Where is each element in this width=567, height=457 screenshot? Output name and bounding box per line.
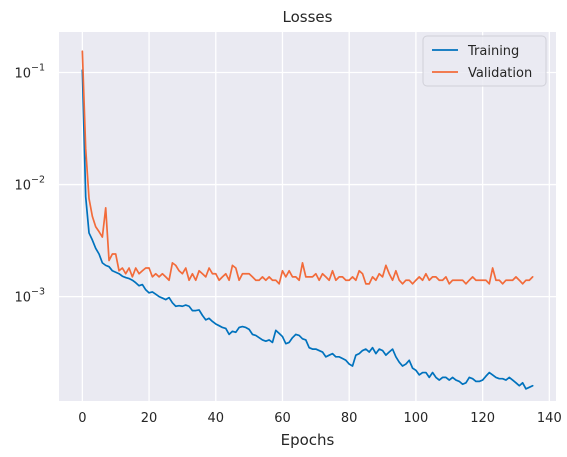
x-tick-label: 140 bbox=[537, 411, 562, 426]
series-line-training bbox=[81, 69, 534, 390]
x-tick-label: 80 bbox=[341, 411, 358, 426]
y-tick-exponent: −2 bbox=[31, 175, 45, 186]
y-tick-label: 10−2 bbox=[14, 175, 45, 194]
x-tick-label: 40 bbox=[207, 411, 224, 426]
y-tick-exponent: −3 bbox=[31, 287, 45, 298]
y-tick-base: 10 bbox=[14, 67, 31, 82]
y-tick-label: 10−3 bbox=[14, 287, 45, 306]
x-tick-label: 120 bbox=[470, 411, 495, 426]
plot-background bbox=[59, 32, 556, 401]
series-line-validation bbox=[81, 50, 534, 285]
x-tick-label: 60 bbox=[274, 411, 291, 426]
legend: Training Validation bbox=[422, 35, 547, 87]
x-axis-label: Epochs bbox=[281, 431, 335, 449]
chart-title: Losses bbox=[283, 8, 333, 26]
y-tick-exponent: −1 bbox=[31, 63, 45, 74]
legend-label-validation: Validation bbox=[468, 66, 532, 81]
x-tick-label: 20 bbox=[141, 411, 158, 426]
legend-label-training: Training bbox=[467, 44, 519, 59]
y-tick-label: 10−1 bbox=[14, 63, 45, 82]
y-tick-base: 10 bbox=[14, 291, 31, 306]
x-tick-label: 100 bbox=[403, 411, 428, 426]
legend-box bbox=[422, 35, 547, 87]
x-tick-label: 0 bbox=[78, 411, 86, 426]
y-tick-base: 10 bbox=[14, 179, 31, 194]
series-lines bbox=[81, 50, 534, 390]
